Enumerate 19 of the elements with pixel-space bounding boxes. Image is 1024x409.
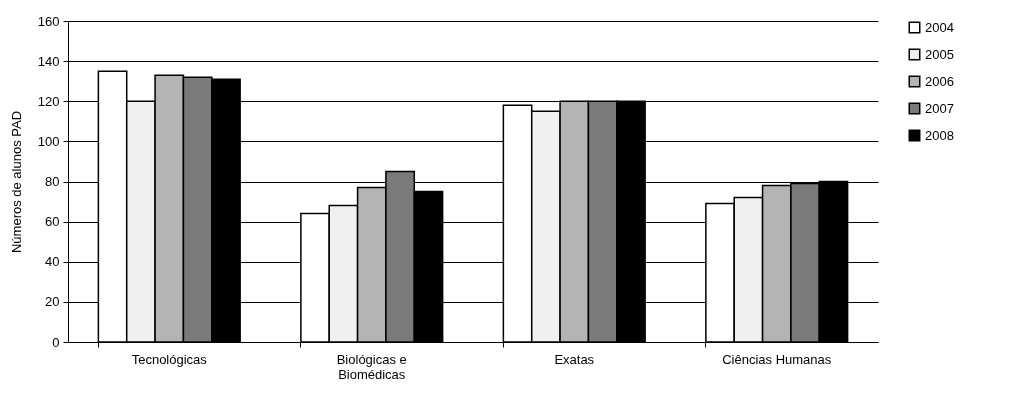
y-tick-label: 40 [45,254,60,270]
legend-label: 2007 [925,100,954,116]
y-tick-label: 140 [37,53,60,69]
x-tick-label: Biológicas e Biomédicas [336,351,407,382]
legend-label: 2004 [925,19,954,35]
y-tick-label: 80 [45,174,60,189]
y-tick-label: 120 [37,93,60,109]
x-tick-label: Tecnológicas [131,351,208,367]
legend-label: 2008 [925,127,954,143]
x-tick-label: Ciências Humanas [722,351,832,367]
y-tick-label: 0 [52,334,60,350]
y-tick-label: 60 [45,214,60,230]
legend-label: 2005 [925,46,954,62]
x-tick-label: Exatas [554,351,595,367]
y-tick-label: 160 [37,13,60,29]
y-tick-label: 100 [37,133,60,149]
y-axis-title: Números de alunos PAD [8,110,24,254]
y-tick-label: 20 [45,294,60,310]
legend-label: 2006 [925,73,954,89]
